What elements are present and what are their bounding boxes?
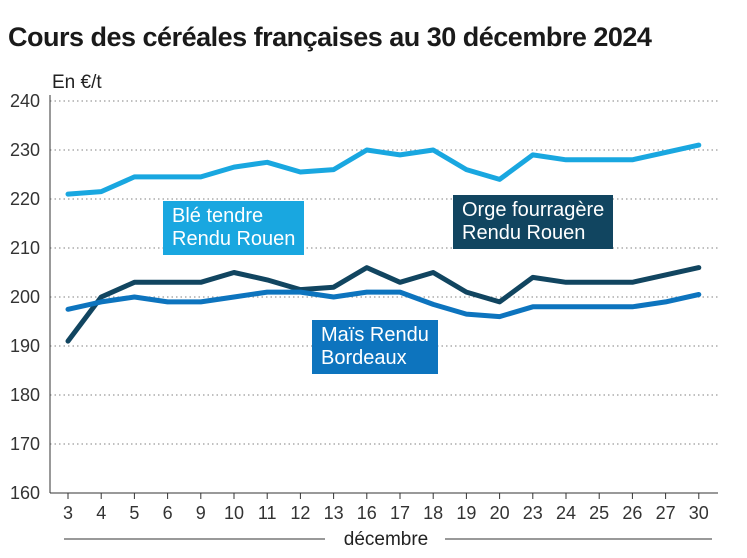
- y-tick-label: 230: [10, 140, 40, 160]
- series-line-ble-tendre: [65, 142, 702, 197]
- y-axis-unit: En €/t: [52, 72, 102, 93]
- series-label-line: Orge fourragère: [462, 199, 605, 221]
- x-tick-label: 27: [656, 503, 676, 523]
- y-tick-label: 180: [10, 385, 40, 405]
- x-tick-label: 26: [622, 503, 642, 523]
- y-tick-label: 210: [10, 238, 40, 258]
- x-tick-label: 24: [556, 503, 576, 523]
- series-label-line: Bordeaux: [321, 347, 407, 369]
- x-tick-label: 30: [689, 503, 709, 523]
- series-label-line: Rendu Rouen: [462, 222, 586, 244]
- x-tick-label: 13: [324, 503, 344, 523]
- y-tick-label: 200: [10, 287, 40, 307]
- series-label-mais: Maïs Rendu Bordeaux: [312, 320, 438, 374]
- series-line-orge-fourragere: [65, 265, 702, 344]
- x-tick-label: 19: [456, 503, 476, 523]
- y-tick-label: 160: [10, 483, 40, 503]
- y-tick-label: 220: [10, 189, 40, 209]
- x-tick-label: 6: [163, 503, 173, 523]
- x-tick-label: 25: [589, 503, 609, 523]
- x-tick-label: 23: [523, 503, 543, 523]
- x-tick-label: 4: [96, 503, 106, 523]
- x-tick-label: 18: [423, 503, 443, 523]
- x-tick-label: 12: [290, 503, 310, 523]
- x-tick-label: 9: [196, 503, 206, 523]
- series-line-mais: [65, 289, 702, 320]
- x-tick-label: 16: [357, 503, 377, 523]
- x-tick-label: 11: [258, 503, 277, 523]
- series-label-line: Rendu Rouen: [172, 228, 296, 250]
- x-axis-label: décembre: [344, 529, 429, 550]
- series-label-line: Blé tendre: [172, 205, 264, 227]
- x-tick-label: 17: [390, 503, 410, 523]
- x-tick-label: 20: [490, 503, 510, 523]
- y-tick-label: 240: [10, 91, 40, 111]
- x-tick-label: 5: [129, 503, 139, 523]
- series-label-line: Maïs Rendu: [321, 324, 429, 346]
- series-label-orge-fourragere: Orge fourragère Rendu Rouen: [453, 195, 614, 249]
- x-tick-label: 10: [224, 503, 244, 523]
- series-label-ble-tendre: Blé tendre Rendu Rouen: [163, 201, 305, 255]
- y-tick-label: 170: [10, 434, 40, 454]
- x-tick-label: 3: [63, 503, 73, 523]
- y-tick-label: 190: [10, 336, 40, 356]
- chart-title: Cours des céréales françaises au 30 déce…: [8, 22, 652, 52]
